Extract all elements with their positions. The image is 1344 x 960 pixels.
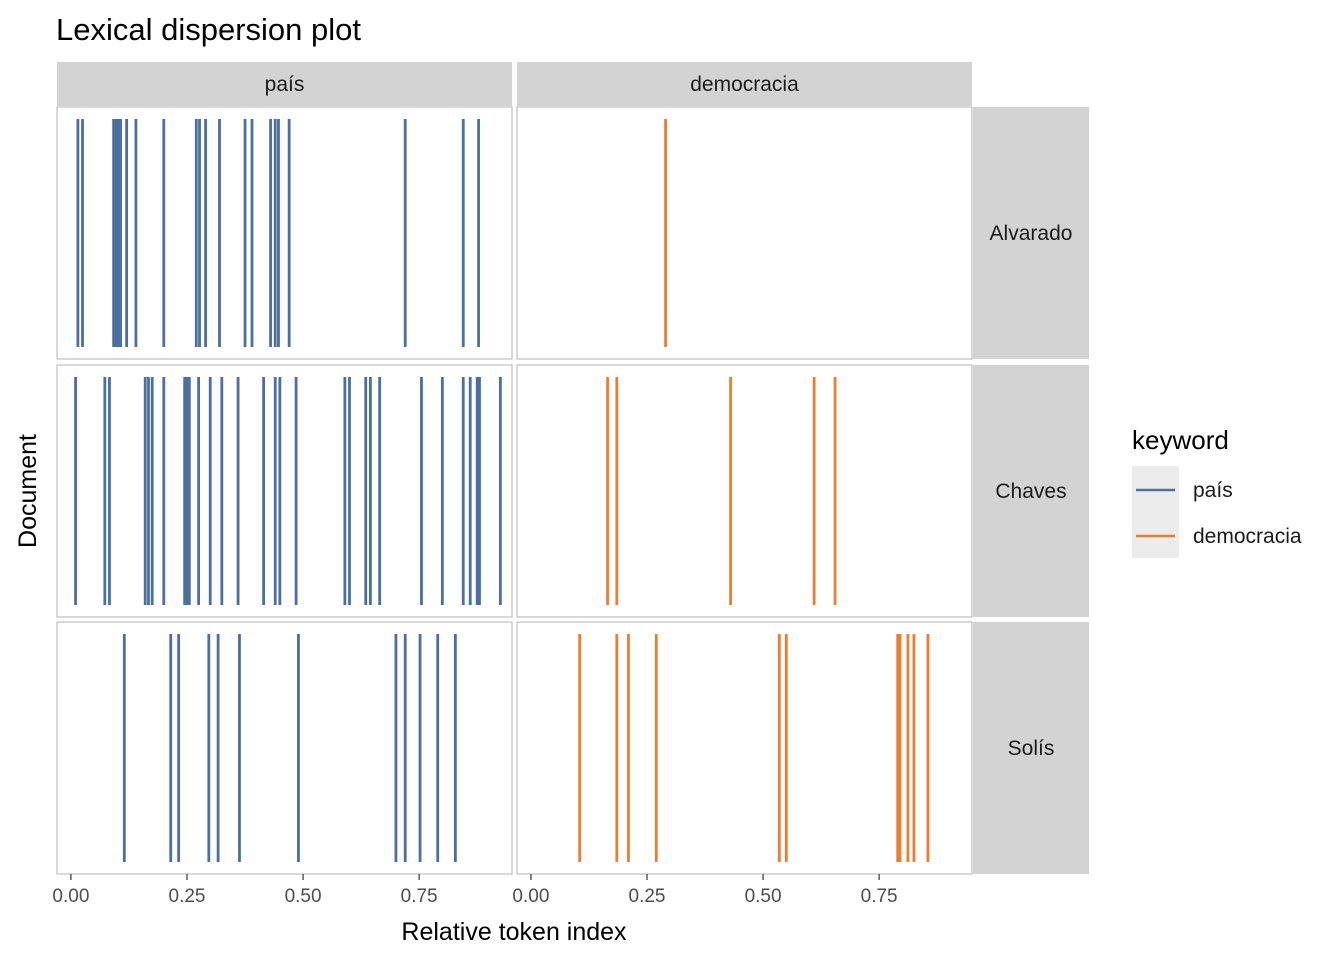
legend-title: keyword (1132, 425, 1229, 455)
x-axis-tick-label: 0.25 (169, 886, 206, 907)
x-axis-tick-label: 0.75 (401, 886, 438, 907)
x-axis-tick-label: 0.25 (629, 886, 666, 907)
legend-key-background (1132, 466, 1179, 558)
legend-label-pais: país (1193, 479, 1233, 502)
x-axis-tick-label: 0.50 (745, 886, 782, 907)
x-axes: 0.00 0.25 0.50 0.75 0.00 0.25 0.50 0.75 (52, 874, 898, 907)
x-axis-label: Relative token index (401, 918, 627, 946)
panel-alvarado-democracia (516, 106, 973, 360)
row-strips: Alvarado Chaves Solís (973, 107, 1089, 874)
panel-chaves-democracia (516, 364, 973, 618)
row-strip-label: Alvarado (990, 222, 1073, 245)
row-strip-chaves (973, 365, 1089, 617)
column-strip-democracia (517, 62, 972, 106)
row-strip-label: Chaves (995, 480, 1066, 503)
panel-background (516, 364, 973, 618)
x-axis-tick-label: 0.00 (512, 886, 549, 907)
column-strips: país democracia (57, 62, 972, 106)
row-strip-solis (973, 622, 1089, 874)
row-strip-alvarado (973, 107, 1089, 359)
x-axis-tick-label: 0.75 (861, 886, 898, 907)
row-strip-label: Solís (1008, 737, 1055, 760)
column-strip-label: país (265, 73, 305, 96)
x-axis-tick-label: 0.50 (285, 886, 322, 907)
chart-title: Lexical dispersion plot (56, 12, 361, 47)
legend: keyword país democracia (1132, 425, 1302, 558)
panel-chaves-pais (56, 364, 513, 618)
panel-background (516, 106, 973, 360)
legend-label-democracia: democracia (1193, 525, 1302, 548)
panel-background (56, 106, 513, 360)
column-strip-label: democracia (690, 73, 799, 96)
panel-background (56, 621, 513, 875)
panel-background (516, 621, 973, 875)
panel-solis-democracia (516, 621, 973, 875)
x-axis-tick-label: 0.00 (52, 886, 89, 907)
panel-alvarado-pais (56, 106, 513, 360)
y-axis-label: Document (14, 434, 42, 548)
panel-background (56, 364, 513, 618)
panel-solis-pais (56, 621, 513, 875)
column-strip-pais (57, 62, 512, 106)
facet-panels (56, 106, 973, 875)
